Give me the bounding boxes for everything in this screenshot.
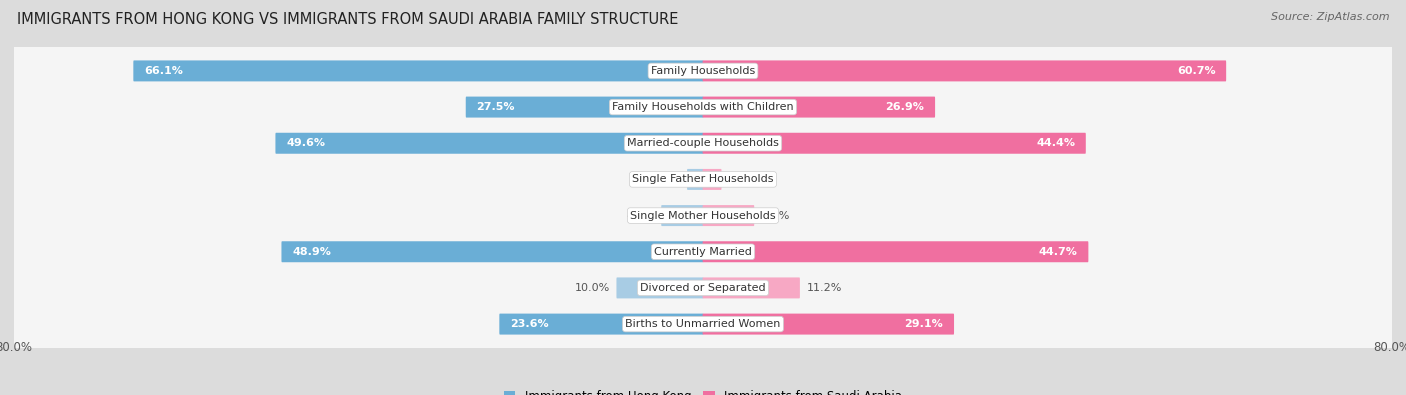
FancyBboxPatch shape (703, 133, 1085, 154)
Text: 11.2%: 11.2% (807, 283, 842, 293)
Text: 49.6%: 49.6% (287, 138, 325, 148)
Text: 10.0%: 10.0% (575, 283, 610, 293)
FancyBboxPatch shape (7, 299, 1399, 350)
FancyBboxPatch shape (7, 263, 1399, 313)
FancyBboxPatch shape (688, 169, 703, 190)
FancyBboxPatch shape (134, 60, 703, 81)
FancyBboxPatch shape (7, 118, 1399, 169)
Text: IMMIGRANTS FROM HONG KONG VS IMMIGRANTS FROM SAUDI ARABIA FAMILY STRUCTURE: IMMIGRANTS FROM HONG KONG VS IMMIGRANTS … (17, 12, 678, 27)
Text: 4.8%: 4.8% (626, 211, 655, 220)
FancyBboxPatch shape (499, 314, 703, 335)
Text: Family Households with Children: Family Households with Children (612, 102, 794, 112)
Text: 1.8%: 1.8% (652, 175, 681, 184)
Text: Divorced or Separated: Divorced or Separated (640, 283, 766, 293)
Text: 27.5%: 27.5% (477, 102, 515, 112)
Text: 44.7%: 44.7% (1039, 247, 1077, 257)
Text: 48.9%: 48.9% (292, 247, 330, 257)
Text: 60.7%: 60.7% (1177, 66, 1215, 76)
FancyBboxPatch shape (465, 97, 703, 118)
FancyBboxPatch shape (703, 314, 955, 335)
Text: Currently Married: Currently Married (654, 247, 752, 257)
Text: 66.1%: 66.1% (143, 66, 183, 76)
FancyBboxPatch shape (616, 277, 703, 298)
Text: Source: ZipAtlas.com: Source: ZipAtlas.com (1271, 12, 1389, 22)
Text: 29.1%: 29.1% (904, 319, 943, 329)
FancyBboxPatch shape (276, 133, 703, 154)
FancyBboxPatch shape (7, 82, 1399, 132)
Text: 5.9%: 5.9% (761, 211, 789, 220)
Text: 23.6%: 23.6% (510, 319, 548, 329)
FancyBboxPatch shape (703, 205, 754, 226)
FancyBboxPatch shape (703, 97, 935, 118)
FancyBboxPatch shape (281, 241, 703, 262)
FancyBboxPatch shape (7, 226, 1399, 277)
FancyBboxPatch shape (7, 154, 1399, 205)
FancyBboxPatch shape (7, 190, 1399, 241)
Text: 2.1%: 2.1% (728, 175, 756, 184)
Text: 26.9%: 26.9% (886, 102, 924, 112)
Text: Married-couple Households: Married-couple Households (627, 138, 779, 148)
FancyBboxPatch shape (703, 169, 721, 190)
Text: Family Households: Family Households (651, 66, 755, 76)
Text: Births to Unmarried Women: Births to Unmarried Women (626, 319, 780, 329)
Text: Single Mother Households: Single Mother Households (630, 211, 776, 220)
FancyBboxPatch shape (703, 277, 800, 298)
FancyBboxPatch shape (703, 60, 1226, 81)
Text: 80.0%: 80.0% (1374, 341, 1406, 354)
FancyBboxPatch shape (661, 205, 703, 226)
FancyBboxPatch shape (703, 241, 1088, 262)
FancyBboxPatch shape (7, 45, 1399, 96)
Text: 80.0%: 80.0% (0, 341, 32, 354)
Text: 44.4%: 44.4% (1036, 138, 1076, 148)
Legend: Immigrants from Hong Kong, Immigrants from Saudi Arabia: Immigrants from Hong Kong, Immigrants fr… (499, 385, 907, 395)
Text: Single Father Households: Single Father Households (633, 175, 773, 184)
